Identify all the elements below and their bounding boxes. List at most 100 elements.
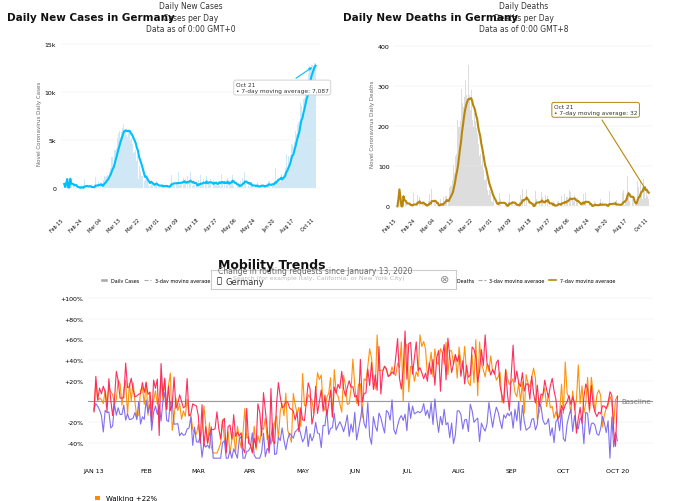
Bar	[237, 186, 239, 189]
Bar	[575, 201, 577, 207]
Bar	[524, 200, 525, 207]
Bar	[487, 190, 488, 207]
Bar	[640, 182, 641, 207]
Bar	[307, 82, 308, 189]
Bar	[107, 176, 108, 189]
Bar	[215, 182, 216, 189]
Bar	[287, 172, 288, 189]
Title: Daily New Cases
Cases per Day
Data as of 0:00 GMT+0: Daily New Cases Cases per Day Data as of…	[146, 2, 235, 34]
Y-axis label: Novel Coronavirus Daily Deaths: Novel Coronavirus Daily Deaths	[370, 80, 375, 168]
Bar	[262, 186, 264, 189]
Bar	[490, 193, 491, 207]
Bar	[450, 186, 452, 207]
Bar	[311, 66, 312, 189]
Bar	[644, 187, 645, 207]
Bar	[100, 183, 101, 189]
Bar	[124, 132, 125, 189]
Bar	[137, 157, 139, 189]
Bar	[177, 173, 179, 189]
Bar	[452, 180, 454, 207]
Bar	[116, 148, 117, 189]
Bar	[133, 153, 135, 189]
Y-axis label: Novel Coronavirus Daily Cases: Novel Coronavirus Daily Cases	[37, 82, 42, 166]
Bar	[499, 194, 500, 207]
Bar	[160, 184, 162, 189]
Bar	[139, 166, 141, 189]
Bar	[423, 205, 424, 207]
Bar	[534, 204, 535, 207]
Bar	[154, 185, 156, 189]
Bar	[173, 184, 174, 189]
Bar	[539, 203, 540, 207]
Bar	[233, 186, 235, 189]
Bar	[162, 184, 163, 189]
Bar	[141, 176, 142, 189]
Bar	[115, 151, 116, 189]
Legend: Walking +22%, Transit +20%, Driving +16%: Walking +22%, Transit +20%, Driving +16%	[92, 492, 160, 501]
Bar	[196, 183, 197, 189]
Bar	[468, 66, 469, 207]
Bar	[110, 168, 111, 189]
Bar	[103, 180, 104, 189]
Bar	[400, 199, 401, 207]
Bar	[470, 110, 471, 207]
Text: ⊗: ⊗	[440, 275, 449, 285]
Bar	[69, 188, 70, 189]
Bar	[633, 204, 634, 207]
Bar	[131, 139, 133, 189]
Bar	[572, 199, 573, 207]
Bar	[435, 204, 437, 207]
Bar	[70, 179, 71, 189]
Bar	[289, 164, 290, 189]
Bar	[250, 183, 252, 189]
Bar	[295, 132, 296, 189]
Bar	[474, 114, 475, 207]
Bar	[213, 181, 214, 189]
Bar	[269, 182, 270, 189]
Bar	[488, 196, 489, 207]
Bar	[427, 206, 428, 207]
Bar	[458, 128, 460, 207]
Bar	[304, 99, 305, 189]
Bar	[398, 199, 399, 207]
Bar	[444, 202, 445, 207]
Legend: Daily Deaths, 3-day moving average, 7-day moving average: Daily Deaths, 3-day moving average, 7-da…	[430, 277, 617, 285]
Bar	[283, 175, 284, 189]
Bar	[309, 67, 310, 189]
Bar	[466, 99, 468, 207]
Bar	[179, 185, 180, 189]
Bar	[545, 196, 546, 207]
Bar	[483, 180, 485, 207]
Bar	[473, 127, 474, 207]
Text: Daily New Cases in Germany: Daily New Cases in Germany	[7, 13, 175, 23]
Bar	[566, 197, 568, 207]
Bar	[167, 187, 168, 189]
Bar	[616, 201, 617, 207]
Bar	[73, 184, 74, 189]
Bar	[635, 202, 636, 207]
Bar	[475, 129, 477, 207]
Bar	[143, 188, 144, 189]
Bar	[183, 178, 184, 189]
Bar	[290, 156, 291, 189]
Bar	[643, 180, 644, 207]
Bar	[201, 187, 202, 189]
Bar	[108, 179, 109, 189]
Bar	[535, 192, 537, 207]
Bar	[244, 173, 245, 189]
Bar	[511, 204, 512, 207]
Bar	[446, 197, 447, 207]
Bar	[632, 197, 633, 207]
Bar	[245, 183, 246, 189]
Bar	[627, 177, 628, 207]
Bar	[191, 188, 192, 189]
Bar	[71, 183, 72, 189]
Bar	[508, 203, 509, 207]
Bar	[626, 200, 627, 207]
Bar	[516, 206, 517, 207]
Bar	[187, 177, 188, 189]
Bar	[222, 182, 223, 189]
Bar	[310, 72, 311, 189]
Bar	[220, 187, 221, 189]
Bar	[240, 182, 241, 189]
